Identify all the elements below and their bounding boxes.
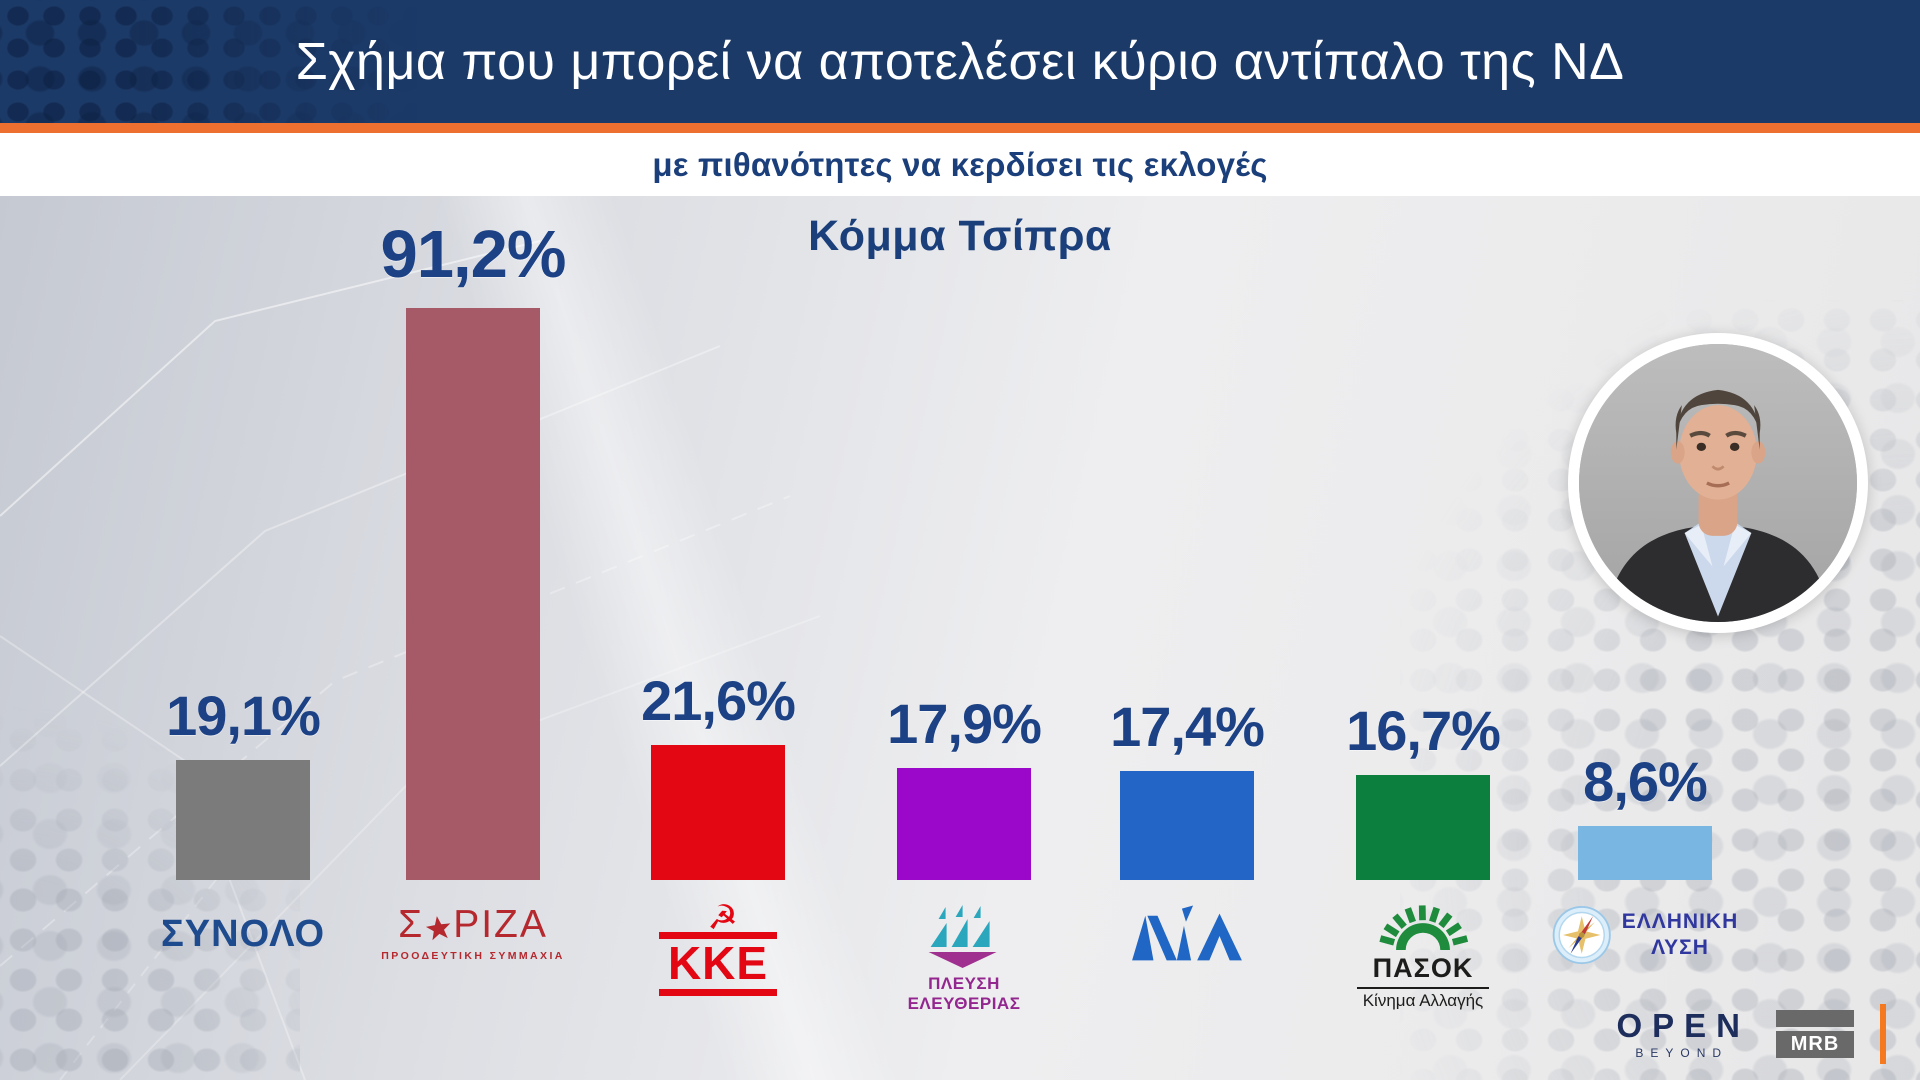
bar-value-label: 17,9%: [887, 692, 1042, 755]
kke-bottom-rule: [659, 989, 777, 997]
nd-monogram-icon: [1132, 905, 1242, 961]
pasok-divider: [1357, 987, 1489, 989]
syriza-subtext: ΠΡΟΟΔΕΥΤΙΚΗ ΣΥΜΜΑΧΙΑ: [381, 950, 565, 962]
syriza-wordmark: Σ ΡΙΖΑ: [398, 903, 548, 946]
bar-nea-dimokratia: [1120, 771, 1254, 880]
hammer-and-sickle-icon: ☭: [707, 899, 738, 937]
elliniki-lysi-logo: ΕΛΛΗΝΙΚΗ ΛΥΣΗ: [1552, 905, 1739, 965]
orange-bar-decoration: [1880, 1004, 1886, 1064]
bar-pasok: [1356, 775, 1490, 880]
bar-value-label: 16,7%: [1346, 699, 1501, 762]
bar-column-pasok: 16,7% ΠΑΣΟΚ Κίνημα Αλλαγής: [1346, 698, 1501, 1010]
bar-plefsi-eleftherias: [897, 768, 1031, 880]
pasok-subtext: Κίνημα Αλλαγής: [1362, 991, 1484, 1010]
portrait-photo: [1568, 333, 1868, 633]
bar-value-label: 8,6%: [1583, 750, 1708, 813]
footer-logos: OPEN BEYOND MRB: [1606, 1004, 1886, 1064]
banner-dot-pattern: [0, 0, 420, 123]
bar-elliniki-lysi: [1578, 826, 1712, 880]
subtitle-strip: με πιθανότητες να κερδίσει τις εκλογές: [0, 133, 1920, 196]
bar-kke: [651, 745, 785, 880]
synolo-label: ΣΥΝΟΛΟ: [160, 913, 326, 955]
pasok-wordmark: ΠΑΣΟΚ: [1372, 953, 1474, 983]
sailboat-icon: [929, 905, 997, 968]
bar-syriza: [406, 308, 540, 880]
pasok-logo: ΠΑΣΟΚ Κίνημα Αλλαγής: [1357, 899, 1489, 1011]
title-banner: Σχήμα που μπορεί να αποτελέσει κύριο αντ…: [0, 0, 1920, 123]
kke-wordmark: ΚΚΕ: [667, 937, 769, 989]
kke-top-rule: ☭: [659, 901, 777, 939]
bar-value-label: 19,1%: [166, 684, 321, 747]
accent-divider: [0, 123, 1920, 133]
chart-title: Κόμμα Τσίπρα: [808, 212, 1112, 260]
bar-value-label: 21,6%: [641, 669, 796, 732]
main-title: Σχήμα που μπορεί να αποτελέσει κύριο αντ…: [295, 32, 1625, 91]
open-tv-logo: OPEN BEYOND: [1616, 1006, 1750, 1060]
plefsi-wordmark: ΠΛΕΥΣΗ ΕΛΕΥΘΕΡΙΑΣ: [907, 974, 1021, 1014]
pebble-pattern-left: [0, 680, 300, 1080]
nea-dimokratia-logo: [1126, 905, 1248, 963]
bar-synolo: [176, 760, 310, 880]
subtitle: με πιθανότητες να κερδίσει τις εκλογές: [652, 145, 1268, 183]
elliniki-lysi-wordmark: ΕΛΛΗΝΙΚΗ ΛΥΣΗ: [1621, 909, 1739, 959]
syriza-logo: Σ ΡΙΖΑ ΠΡΟΟΔΕΥΤΙΚΗ ΣΥΜΜΑΧΙΑ: [381, 905, 565, 962]
bar-value-label: 91,2%: [380, 217, 567, 292]
bar-column-elliniki-lysi: 8,6% ΕΛΛΗΝΙΚΗ ΛΥΣΗ: [1552, 749, 1737, 965]
bar-column-plefsi: 17,9% ΠΛΕΥΣΗ ΕΛΕΥΘΕΡΙΑΣ: [887, 691, 1042, 1013]
kke-logo: ☭ ΚΚΕ: [659, 901, 777, 997]
mrb-logo: MRB: [1776, 1010, 1854, 1058]
bar-column-synolo: 19,1% ΣΥΝΟΛΟ: [161, 683, 324, 955]
bar-column-nd: 17,4%: [1110, 694, 1265, 961]
pasok-sun-icon: [1379, 905, 1469, 950]
plefsi-eleftherias-logo: ΠΛΕΥΣΗ ΕΛΕΥΘΕΡΙΑΣ: [908, 905, 1021, 1015]
bar-value-label: 17,4%: [1110, 695, 1265, 758]
syriza-star-icon: [425, 916, 451, 941]
compass-icon: [1552, 905, 1611, 965]
bar-column-syriza: 91,2% Σ ΡΙΖΑ ΠΡΟΟΔΕΥΤΙΚΗ ΣΥΜΜΑΧΙΑ: [381, 216, 567, 962]
bar-column-kke: 21,6% ☭ ΚΚΕ: [641, 668, 796, 997]
